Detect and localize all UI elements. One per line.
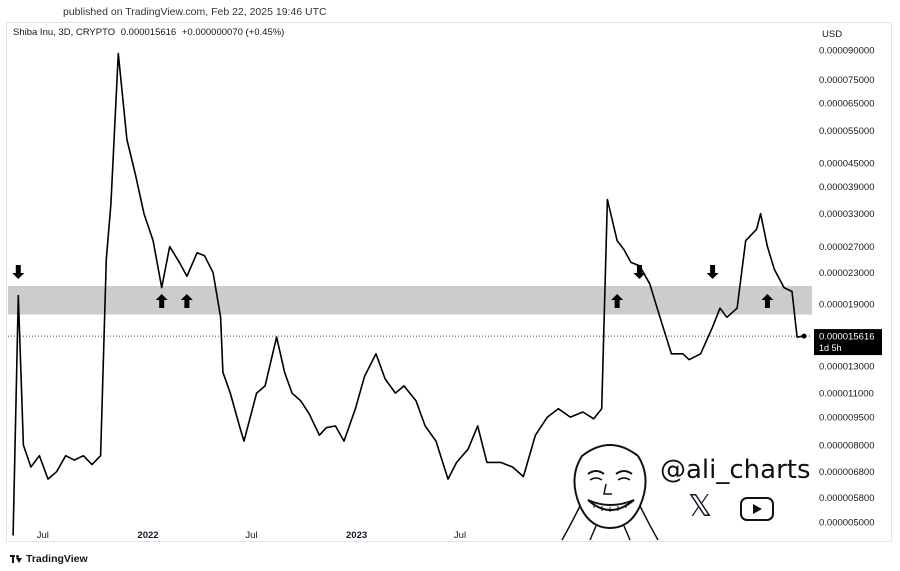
price-tick-label: 0.000027000 xyxy=(819,242,874,253)
price-tick-label: 0.000045000 xyxy=(819,159,874,170)
time-tick-label: Jul xyxy=(454,530,466,541)
support-resistance-zone xyxy=(8,286,812,315)
price-tick-label: 0.000005800 xyxy=(819,493,874,504)
symbol-price: 0.000015616 xyxy=(120,27,177,38)
symbol-name: Shiba Inu, 3D, CRYPTO xyxy=(13,27,116,38)
price-tick-label: 0.000006800 xyxy=(819,467,874,478)
time-tick-label: Jul xyxy=(245,530,257,541)
tradingview-logo-icon xyxy=(10,555,22,563)
last-price-label: 0.000015616 xyxy=(819,332,874,343)
price-series-line[interactable] xyxy=(12,52,805,536)
last-price-dot xyxy=(801,333,807,339)
price-tick-label: 0.000090000 xyxy=(819,45,874,56)
up-arrow-icon xyxy=(155,294,168,308)
price-tick-label: 0.000055000 xyxy=(819,126,874,137)
price-tick-label: 0.000039000 xyxy=(819,182,874,193)
last-price-badge xyxy=(814,329,882,356)
published-info: published on TradingView.com, Feb 22, 20… xyxy=(63,6,327,18)
symbol-change: +0.000000070 (+0.45%) xyxy=(181,27,285,38)
time-tick-label: 2022 xyxy=(137,530,158,541)
down-arrow-icon xyxy=(706,265,719,279)
price-tick-label: 0.000005000 xyxy=(819,517,874,528)
up-arrow-icon xyxy=(761,294,774,308)
currency-label[interactable]: USD xyxy=(822,29,843,40)
price-tick-label: 0.000009500 xyxy=(819,413,874,424)
price-tick-label: 0.000019000 xyxy=(819,299,874,310)
x-logo-icon: 𝕏 xyxy=(688,489,713,524)
chart-frame xyxy=(6,22,892,542)
price-tick-label: 0.000065000 xyxy=(819,99,874,110)
time-tick-label: 2023 xyxy=(346,530,367,541)
down-arrow-icon xyxy=(633,265,646,279)
footer-brand-label: TradingView xyxy=(26,553,88,565)
price-tick-label: 0.000023000 xyxy=(819,268,874,279)
countdown-label: 1d 5h xyxy=(819,343,842,353)
price-tick-label: 0.000013000 xyxy=(819,361,874,372)
price-tick-label: 0.000075000 xyxy=(819,75,874,86)
symbol-info: Shiba Inu, 3D, CRYPTO 0.000015616 +0.000… xyxy=(13,27,287,38)
price-tick-label: 0.000033000 xyxy=(819,209,874,220)
down-arrow-icon xyxy=(12,265,25,279)
price-tick-label: 0.000008000 xyxy=(819,441,874,452)
up-arrow-icon xyxy=(611,294,624,308)
youtube-icon xyxy=(740,497,774,521)
footer-brand[interactable]: TradingView xyxy=(10,553,88,565)
up-arrow-icon xyxy=(180,294,193,308)
trollface-icon xyxy=(561,444,659,541)
price-tick-label: 0.000011000 xyxy=(819,389,874,400)
time-tick-label: Jul xyxy=(37,530,49,541)
watermark-handle: @ali_charts xyxy=(660,455,811,485)
